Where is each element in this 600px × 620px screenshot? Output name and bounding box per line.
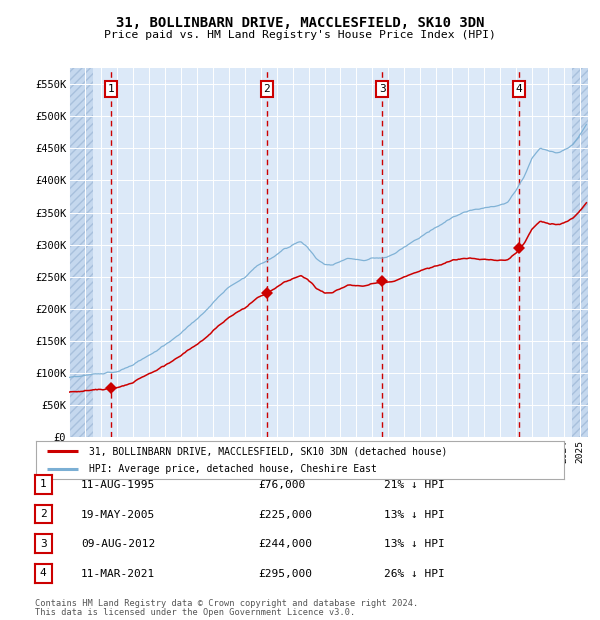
Text: 2: 2 bbox=[263, 84, 270, 94]
Text: 1: 1 bbox=[107, 84, 114, 94]
Text: Price paid vs. HM Land Registry's House Price Index (HPI): Price paid vs. HM Land Registry's House … bbox=[104, 30, 496, 40]
Text: 11-AUG-1995: 11-AUG-1995 bbox=[81, 480, 155, 490]
Text: £76,000: £76,000 bbox=[258, 480, 305, 490]
Text: 26% ↓ HPI: 26% ↓ HPI bbox=[384, 569, 445, 579]
Text: 31, BOLLINBARN DRIVE, MACCLESFIELD, SK10 3DN: 31, BOLLINBARN DRIVE, MACCLESFIELD, SK10… bbox=[116, 16, 484, 30]
Text: 31, BOLLINBARN DRIVE, MACCLESFIELD, SK10 3DN (detached house): 31, BOLLINBARN DRIVE, MACCLESFIELD, SK10… bbox=[89, 446, 447, 456]
Text: Contains HM Land Registry data © Crown copyright and database right 2024.: Contains HM Land Registry data © Crown c… bbox=[35, 599, 418, 608]
Text: 2: 2 bbox=[40, 509, 47, 519]
Text: This data is licensed under the Open Government Licence v3.0.: This data is licensed under the Open Gov… bbox=[35, 608, 355, 617]
Text: HPI: Average price, detached house, Cheshire East: HPI: Average price, detached house, Ches… bbox=[89, 464, 377, 474]
Text: 1: 1 bbox=[40, 479, 47, 489]
Text: 11-MAR-2021: 11-MAR-2021 bbox=[81, 569, 155, 579]
Text: £295,000: £295,000 bbox=[258, 569, 312, 579]
Text: £225,000: £225,000 bbox=[258, 510, 312, 520]
Text: 3: 3 bbox=[379, 84, 386, 94]
Text: 3: 3 bbox=[40, 539, 47, 549]
Text: 21% ↓ HPI: 21% ↓ HPI bbox=[384, 480, 445, 490]
Text: 13% ↓ HPI: 13% ↓ HPI bbox=[384, 539, 445, 549]
Text: 19-MAY-2005: 19-MAY-2005 bbox=[81, 510, 155, 520]
Text: £244,000: £244,000 bbox=[258, 539, 312, 549]
Text: 09-AUG-2012: 09-AUG-2012 bbox=[81, 539, 155, 549]
Text: 13% ↓ HPI: 13% ↓ HPI bbox=[384, 510, 445, 520]
Text: 4: 4 bbox=[40, 569, 47, 578]
Text: 4: 4 bbox=[516, 84, 523, 94]
